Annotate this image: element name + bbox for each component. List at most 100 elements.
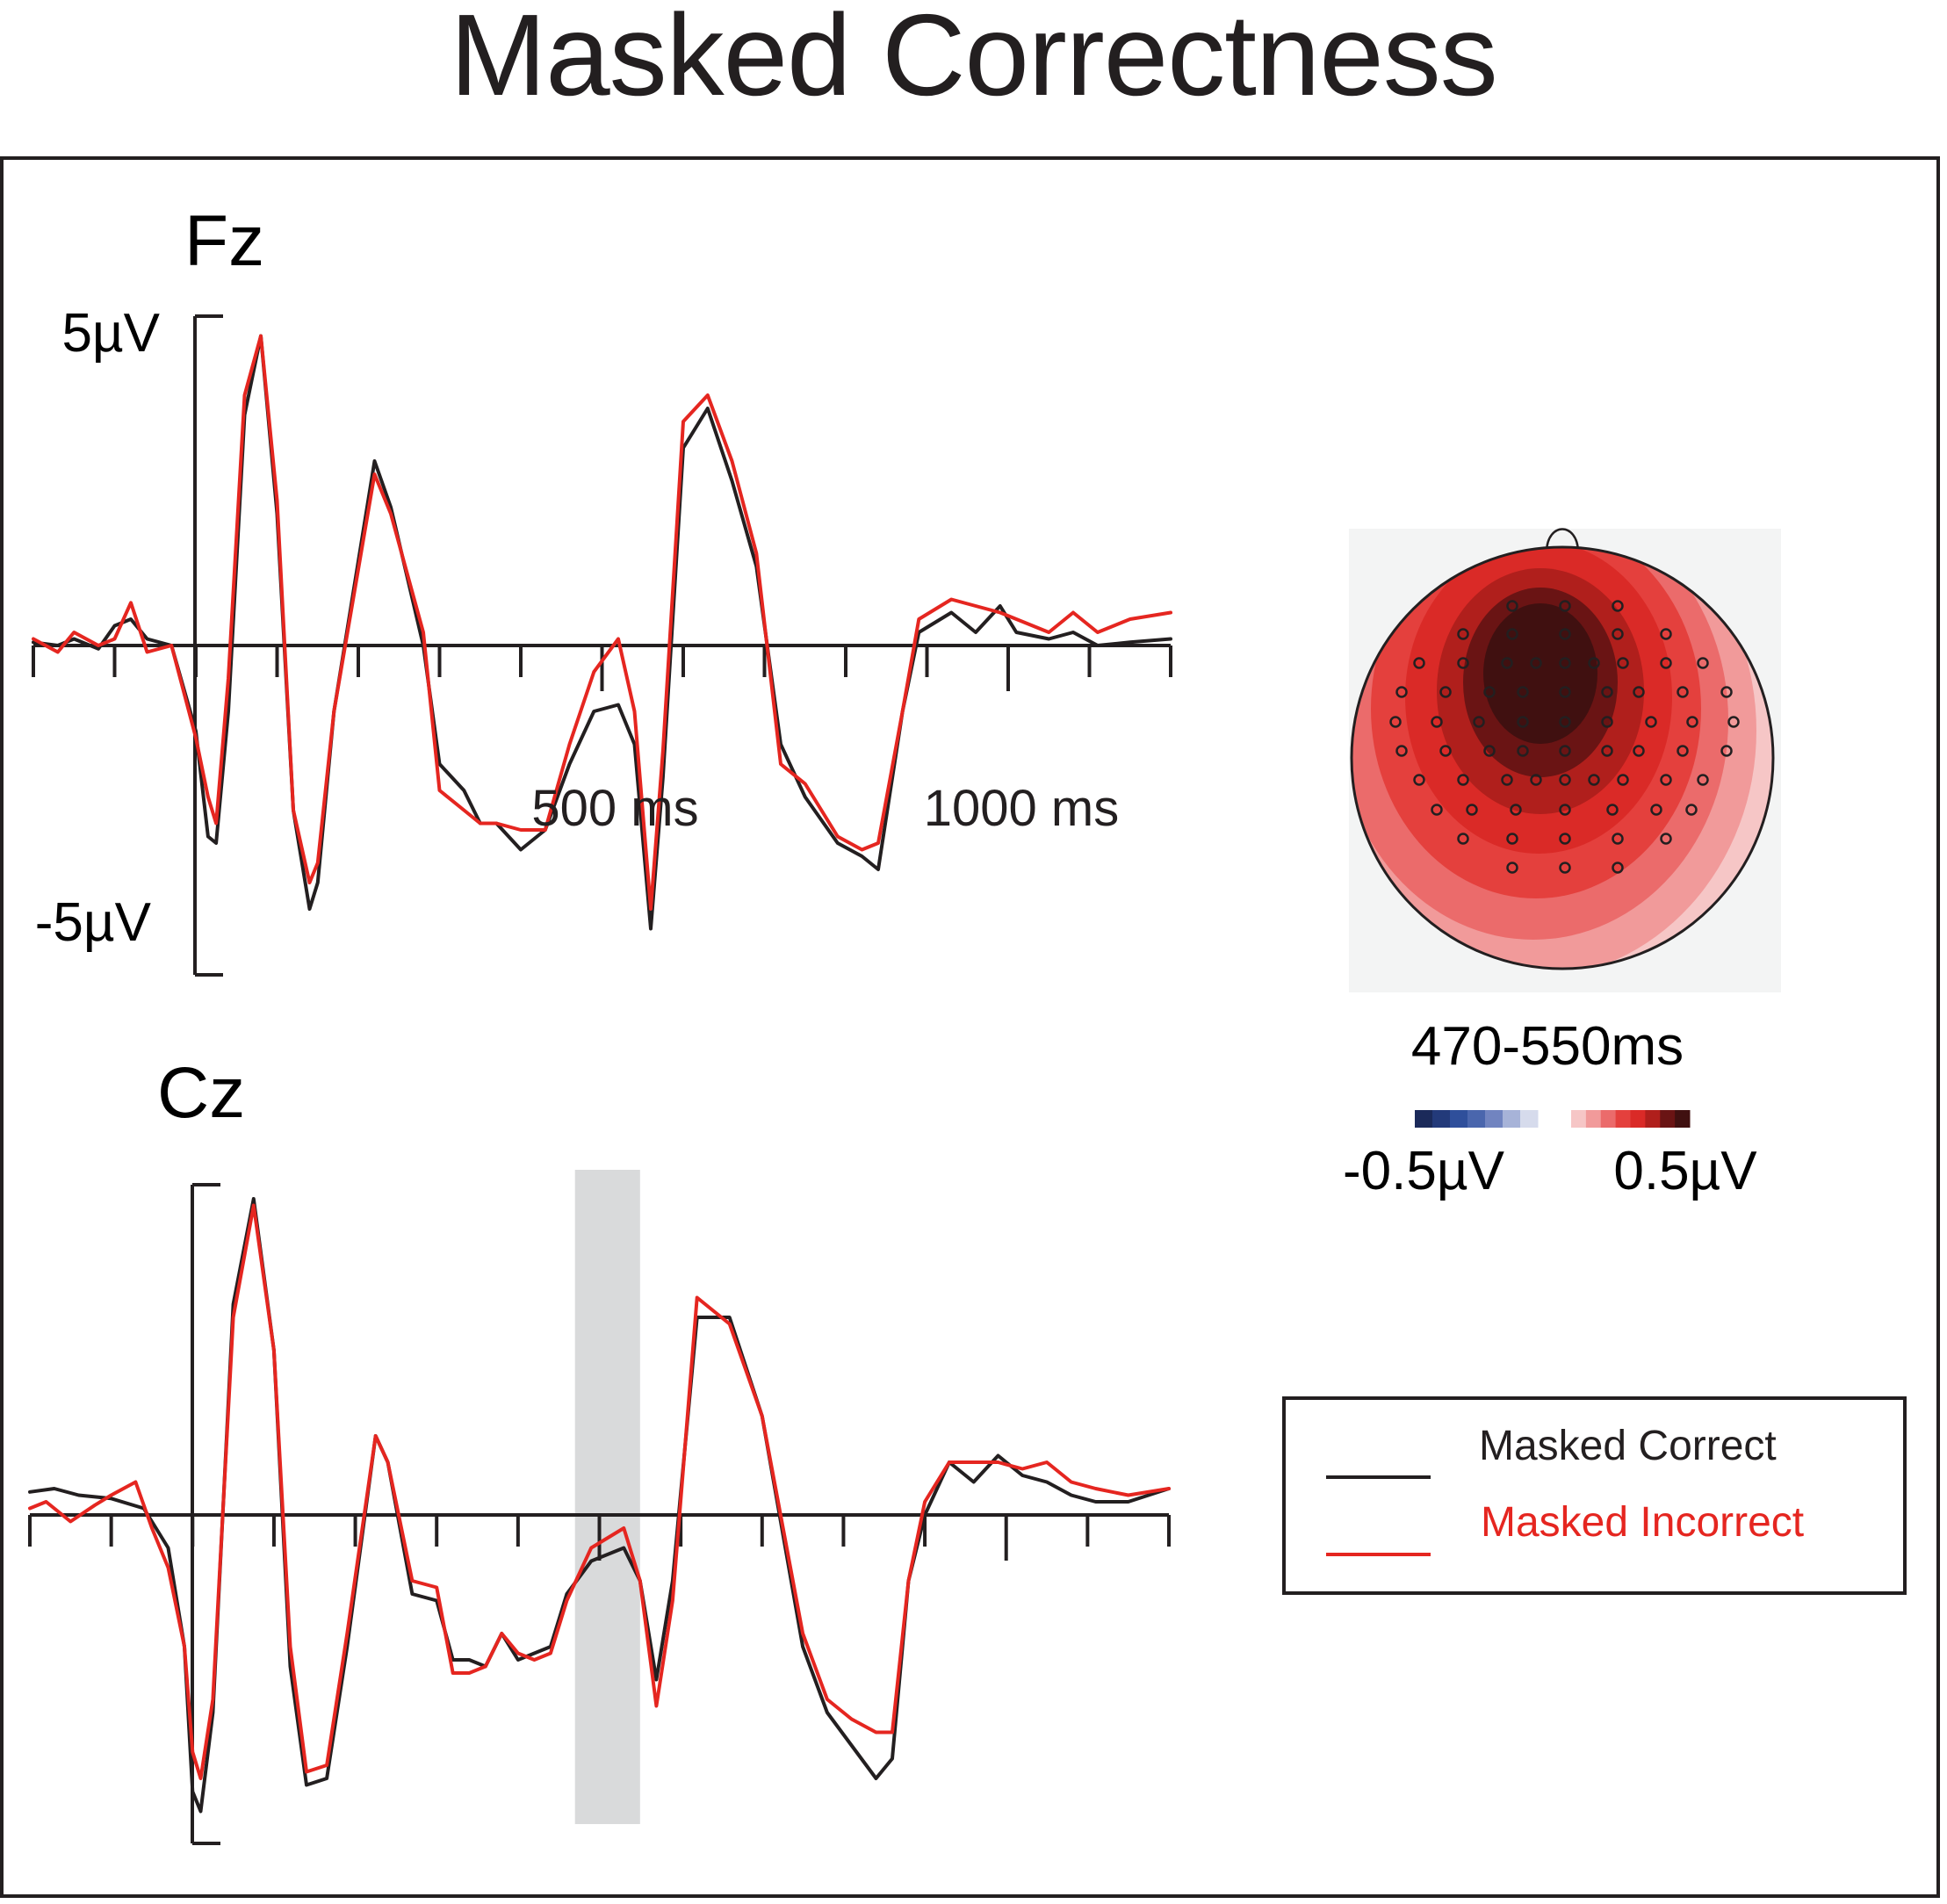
- color-scale-negative: [1415, 1110, 1539, 1128]
- electrode-marker: [1517, 745, 1529, 757]
- electrode-marker: [1677, 686, 1689, 698]
- electrode-marker: [1685, 804, 1698, 816]
- scalp-topography: 470-550ms -0.5µV 0.5µV: [1343, 528, 1781, 1201]
- electrode-marker: [1617, 774, 1629, 786]
- cz-series-masked-incorrect: [28, 1203, 1171, 1780]
- electrode-marker: [1588, 774, 1600, 786]
- fz-panel: Fz 5µV -5µV 500 ms 1000 ms: [32, 201, 1172, 977]
- cz-series-group: [28, 1197, 1171, 1814]
- electrode-marker: [1612, 628, 1624, 640]
- electrode-marker: [1413, 657, 1425, 669]
- electrode-marker: [1457, 774, 1469, 786]
- legend-label-masked-incorrect: Masked Incorrect: [1481, 1499, 1804, 1546]
- electrode-marker: [1606, 804, 1619, 816]
- cz-panel: Cz: [28, 1053, 1171, 1845]
- electrode-marker: [1457, 628, 1469, 640]
- fz-y-max-label: 5µV: [61, 303, 160, 364]
- color-scale-swatch: [1485, 1110, 1504, 1128]
- figure-title: Masked Correctness: [450, 0, 1497, 119]
- electrode-marker: [1660, 628, 1672, 640]
- electrode-marker: [1650, 804, 1662, 816]
- color-scale-positive: [1571, 1110, 1691, 1128]
- electrode-marker: [1439, 745, 1452, 757]
- color-scale-swatch: [1615, 1110, 1631, 1128]
- electrode-marker: [1431, 804, 1443, 816]
- electrode-marker: [1501, 657, 1513, 669]
- electrode-marker: [1559, 600, 1571, 612]
- electrode-marker: [1559, 745, 1571, 757]
- electrode-marker: [1395, 745, 1408, 757]
- electrode-marker: [1389, 716, 1402, 728]
- electrode-marker: [1431, 716, 1443, 728]
- color-scale-swatch: [1600, 1110, 1617, 1128]
- electrode-marker: [1645, 716, 1657, 728]
- electrode-marker: [1559, 774, 1571, 786]
- electrode-marker: [1677, 745, 1689, 757]
- color-scale-max-label: 0.5µV: [1613, 1141, 1757, 1201]
- color-scale-swatch: [1645, 1110, 1661, 1128]
- color-scale-swatch: [1585, 1110, 1602, 1128]
- color-scale-swatch: [1571, 1110, 1587, 1128]
- electrode-marker: [1559, 716, 1571, 728]
- electrode-marker: [1466, 804, 1478, 816]
- color-scale-swatch: [1450, 1110, 1468, 1128]
- electrode-marker: [1612, 600, 1624, 612]
- electrode-marker: [1530, 774, 1542, 786]
- fz-series-masked-correct: [32, 334, 1172, 931]
- electrode-marker: [1473, 716, 1485, 728]
- color-scale-swatch: [1660, 1110, 1676, 1128]
- fz-x-tick-label: 500 ms: [531, 780, 698, 837]
- color-scale-swatch: [1503, 1110, 1521, 1128]
- electrode-marker: [1439, 686, 1452, 698]
- electrode-marker: [1617, 657, 1629, 669]
- cz-series-masked-correct: [28, 1197, 1171, 1814]
- electrode-marker: [1720, 686, 1733, 698]
- electrode-marker: [1483, 745, 1496, 757]
- electrode-marker: [1686, 716, 1698, 728]
- color-scale-swatch: [1432, 1110, 1451, 1128]
- legend: Masked Correct Masked Incorrect: [1282, 1396, 1907, 1595]
- electrode-marker: [1506, 862, 1518, 874]
- electrode-marker: [1559, 833, 1571, 845]
- electrode-marker: [1720, 745, 1733, 757]
- cz-highlight-window: [574, 1170, 640, 1824]
- electrode-marker: [1483, 686, 1496, 698]
- electrode-marker: [1660, 774, 1672, 786]
- chart-canvas: Fz 5µV -5µV 500 ms 1000 ms Cz: [28, 201, 1907, 1845]
- electrode-marker: [1601, 686, 1613, 698]
- color-scale-swatch: [1415, 1110, 1433, 1128]
- electrode-marker: [1506, 600, 1518, 612]
- electrode-marker: [1506, 628, 1518, 640]
- electrode-marker: [1457, 657, 1469, 669]
- fz-series-group: [32, 334, 1172, 931]
- electrode-marker: [1413, 774, 1425, 786]
- electrode-marker: [1727, 716, 1740, 728]
- color-scale-swatch: [1467, 1110, 1486, 1128]
- cz-axes: [28, 1183, 1171, 1845]
- fz-y-min-label: -5µV: [35, 892, 152, 953]
- electrode-marker: [1612, 833, 1624, 845]
- color-scale-swatch: [1630, 1110, 1646, 1128]
- legend-box: [1282, 1396, 1907, 1595]
- figure-frame: Fz 5µV -5µV 500 ms 1000 ms Cz: [0, 156, 1940, 1898]
- fz-x-tick-labels: 500 ms 1000 ms: [531, 780, 1119, 837]
- color-scale-min-label: -0.5µV: [1343, 1141, 1505, 1201]
- topography-time-window: 470-550ms: [1411, 1016, 1684, 1077]
- fz-series-masked-incorrect: [32, 334, 1172, 911]
- electrode-marker: [1612, 862, 1624, 874]
- electrode-marker: [1660, 833, 1672, 845]
- electrode-marker: [1559, 804, 1571, 816]
- electrode-marker: [1559, 686, 1571, 698]
- electrode-marker: [1601, 716, 1613, 728]
- electrode-marker: [1660, 657, 1672, 669]
- fz-axes: [32, 314, 1172, 977]
- topography-contour-8: [1483, 603, 1597, 744]
- electrode-marker: [1506, 833, 1518, 845]
- electrode-marker: [1530, 657, 1542, 669]
- electrode-marker: [1501, 774, 1513, 786]
- cz-channel-label: Cz: [157, 1053, 245, 1133]
- electrode-marker: [1510, 804, 1522, 816]
- head-outline: [1350, 545, 1775, 970]
- color-scale-swatch: [1520, 1110, 1539, 1128]
- color-scale-swatch: [1675, 1110, 1691, 1128]
